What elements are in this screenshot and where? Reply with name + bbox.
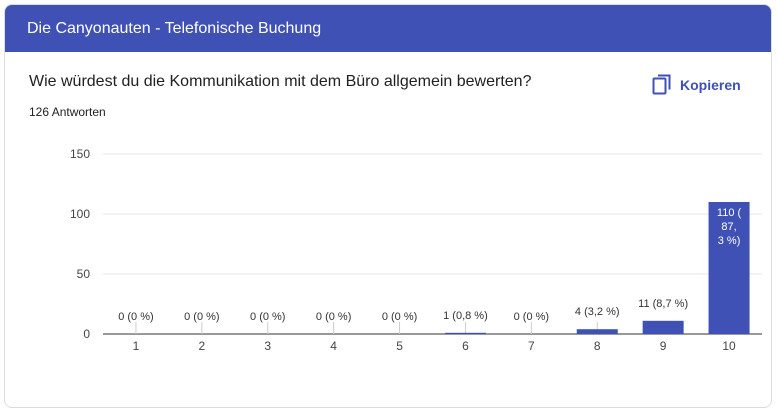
y-tick-label: 0: [83, 327, 90, 341]
bar: [576, 329, 618, 334]
x-tick-label: 8: [594, 339, 601, 353]
x-tick-label: 4: [330, 339, 337, 353]
copy-button[interactable]: Kopieren: [652, 71, 741, 99]
bar: [642, 320, 684, 334]
data-label: 0 (0 %): [514, 311, 549, 323]
data-label: 1 (0,8 %): [443, 310, 488, 322]
bar: [708, 202, 750, 334]
data-label: 0 (0 %): [118, 311, 153, 323]
data-label: 0 (0 %): [316, 311, 351, 323]
y-tick-label: 100: [70, 207, 90, 221]
x-tick-label: 7: [528, 339, 535, 353]
x-tick-label: 9: [660, 339, 667, 353]
x-tick-label: 5: [396, 339, 403, 353]
response-count: 126 Antworten: [29, 105, 106, 119]
data-label: 11 (8,7 %): [638, 298, 688, 310]
data-label: 4 (3,2 %): [575, 306, 620, 318]
response-card: Die Canyonauten - Telefonische Buchung W…: [4, 4, 772, 408]
x-tick-label: 3: [264, 339, 271, 353]
x-tick-label: 1: [133, 339, 140, 353]
data-label: 0 (0 %): [382, 311, 417, 323]
x-tick-label: 10: [722, 339, 736, 353]
x-tick-label: 2: [199, 339, 206, 353]
x-tick-label: 6: [462, 339, 469, 353]
copy-button-label: Kopieren: [680, 77, 741, 93]
bar: [444, 332, 486, 334]
question-title: Wie würdest du die Kommunikation mit dem…: [29, 73, 532, 90]
data-label: 0 (0 %): [184, 311, 219, 323]
data-label: 110 (87, 3 %): [717, 207, 742, 247]
y-tick-label: 50: [77, 267, 91, 281]
data-label: 0 (0 %): [250, 311, 285, 323]
copy-icon: [652, 74, 671, 95]
form-title: Die Canyonauten - Telefonische Buchung: [5, 5, 771, 52]
y-tick-label: 150: [70, 147, 90, 161]
